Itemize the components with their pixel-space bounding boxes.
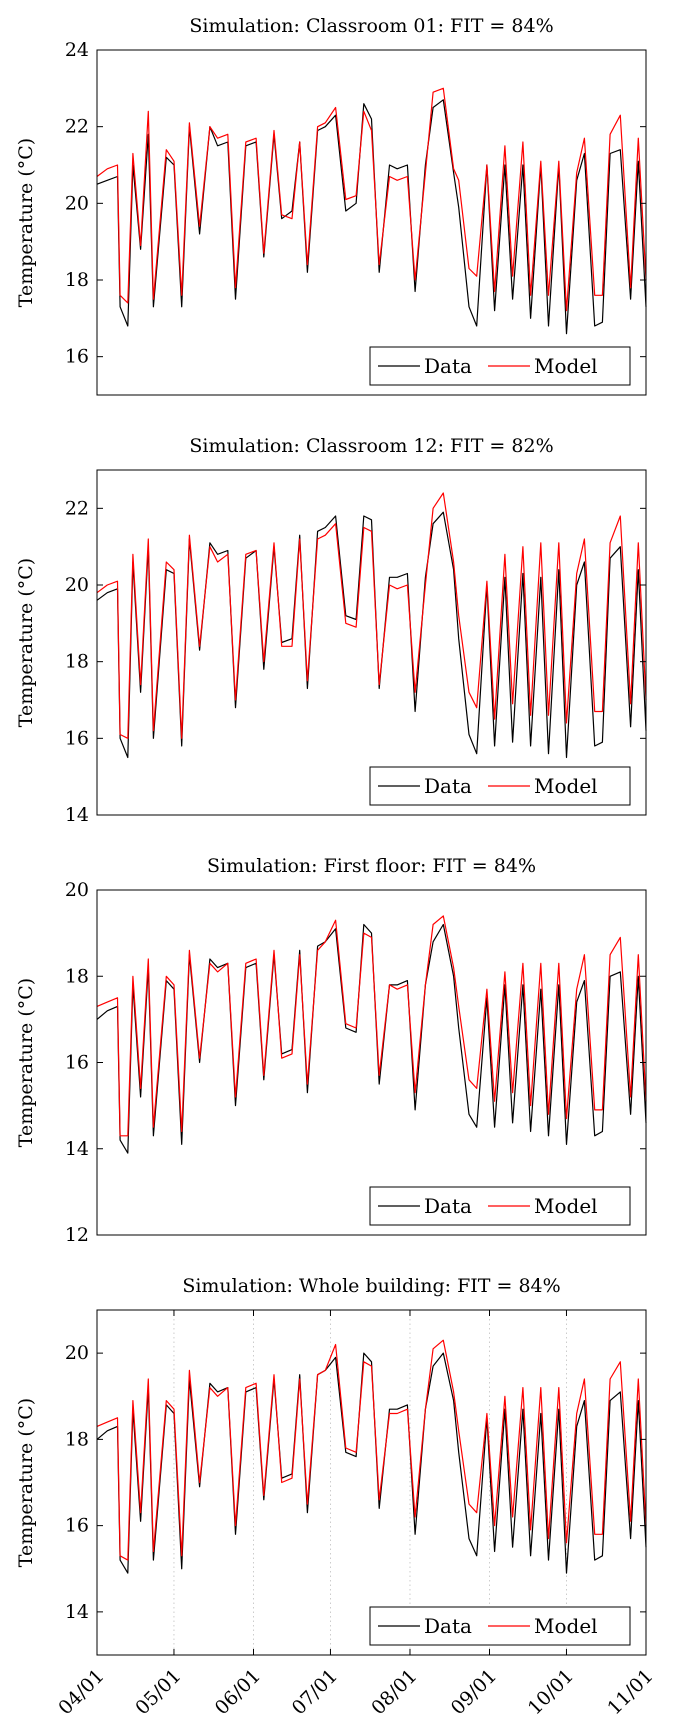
axes-frame: [96, 1309, 647, 1656]
chart-title: Simulation: Classroom 12: FIT = 82%: [189, 435, 553, 457]
x-tick-label: 09/01: [447, 1665, 501, 1719]
y-tick-label: 14: [65, 804, 89, 826]
series-line-data: [96, 511, 647, 759]
x-tick-label: 05/01: [131, 1665, 185, 1719]
legend: Data Model: [369, 766, 631, 806]
y-tick-label: 14: [65, 1601, 89, 1623]
y-tick-label: 16: [65, 727, 89, 749]
y-tick-label: 16: [65, 1515, 89, 1537]
y-tick-label: 18: [65, 1428, 89, 1450]
series-line-model: [96, 492, 647, 739]
y-tick-label: 18: [65, 651, 89, 673]
legend-label-data: Data: [424, 1614, 472, 1638]
y-tick-label: 16: [65, 346, 89, 368]
x-tick-label: 11/01: [603, 1665, 657, 1719]
axes-frame: [96, 49, 647, 396]
y-tick-label: 14: [65, 1138, 89, 1160]
y-tick-label: 18: [65, 965, 89, 987]
legend: Data Model: [369, 346, 631, 386]
chart-panel-2: Simulation: Classroom 12: FIT = 82% 14 16 1…: [15, 435, 647, 826]
legend-label-data: Data: [424, 1194, 472, 1218]
legend-label-model: Model: [534, 1614, 598, 1638]
y-axis-label: Temperature (°C): [15, 558, 37, 727]
chart-panel-1: Simulation: Classroom 01: FIT = 84% 16 18 2…: [15, 15, 647, 396]
y-tick-label: 20: [65, 574, 89, 596]
y-axis-label: Temperature (°C): [15, 978, 37, 1147]
x-tick-label: 04/01: [54, 1665, 108, 1719]
y-tick-label: 24: [65, 39, 89, 61]
legend-label-model: Model: [534, 1194, 598, 1218]
y-tick-label: 20: [65, 1342, 89, 1364]
x-tick-label: 08/01: [367, 1665, 421, 1719]
legend: Data Model: [369, 1606, 631, 1646]
chart-panel-4: Simulation: Whole building: FIT = 84% 14 1…: [15, 1275, 658, 1719]
legend: Data Model: [369, 1186, 631, 1226]
y-tick-label: 12: [65, 1224, 89, 1246]
axes-frame: [96, 469, 647, 816]
chart-title: Simulation: Classroom 01: FIT = 84%: [189, 15, 553, 37]
y-tick-label: 20: [65, 192, 89, 214]
series-line-model: [96, 87, 647, 312]
legend-label-data: Data: [424, 354, 472, 378]
chart-title: Simulation: First floor: FIT = 84%: [207, 855, 536, 877]
y-tick-label: 22: [65, 116, 89, 138]
x-tick-label: 07/01: [288, 1665, 342, 1719]
series-line-model: [96, 1339, 647, 1561]
chart-panel-3: Simulation: First floor: FIT = 84% 12 14 16…: [15, 855, 647, 1246]
y-tick-label: 16: [65, 1052, 89, 1074]
legend-label-data: Data: [424, 774, 472, 798]
series-line-data: [96, 1352, 647, 1574]
y-tick-label: 18: [65, 269, 89, 291]
y-tick-label: 22: [65, 497, 89, 519]
y-tick-label: 20: [65, 879, 89, 901]
series-line-model: [96, 915, 647, 1137]
legend-label-model: Model: [534, 774, 598, 798]
x-tick-label: 06/01: [211, 1665, 265, 1719]
y-axis-label: Temperature (°C): [15, 1398, 37, 1567]
chart-title: Simulation: Whole building: FIT = 84%: [182, 1275, 560, 1297]
y-axis-label: Temperature (°C): [15, 138, 37, 307]
x-tick-label: 10/01: [524, 1665, 578, 1719]
series-line-data: [96, 923, 647, 1154]
legend-label-model: Model: [534, 354, 598, 378]
